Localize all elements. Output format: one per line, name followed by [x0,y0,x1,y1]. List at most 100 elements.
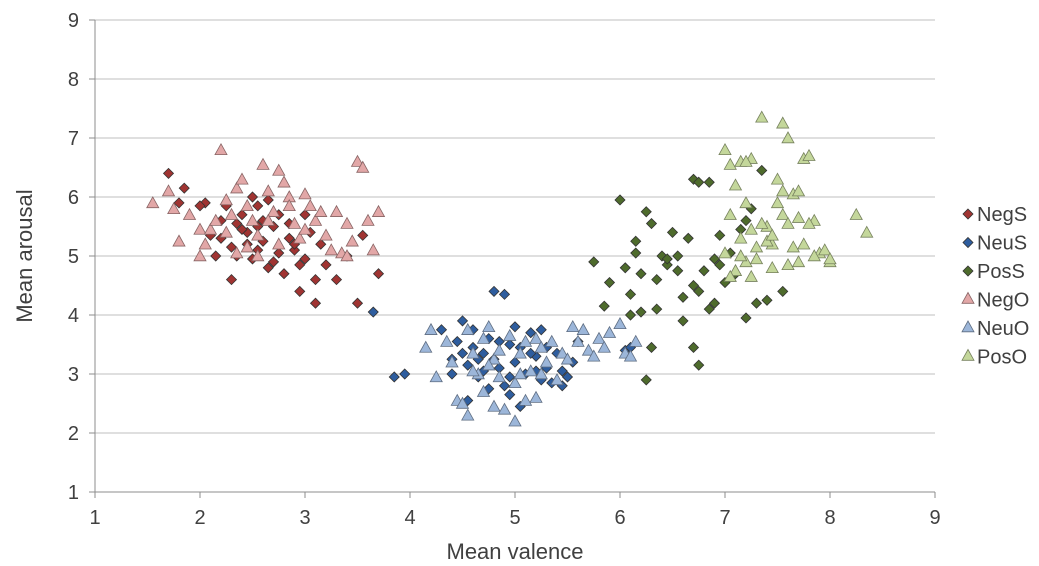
y-tick-label: 3 [68,364,79,386]
nego-point [167,201,181,215]
nego-point [272,237,286,250]
nego-point [282,199,296,212]
poss-point [714,229,726,241]
nego-point [324,243,338,256]
poso-point [823,252,837,265]
neuo-point [476,384,491,397]
negs-point [246,191,259,203]
nego-point [214,142,228,156]
poso-point [776,116,790,129]
nego-point [329,204,344,217]
neuo-point [597,340,611,353]
poss-point [588,256,600,268]
neuo-point [592,331,606,344]
nego-point [298,187,312,200]
poss-point [677,315,689,327]
neuo-point [497,402,512,415]
neuo-point [539,355,554,368]
nego-point [361,213,375,226]
neuo-point [429,370,443,383]
poss-point [708,297,721,309]
poso-point [723,157,737,170]
nego-point [272,163,286,176]
poso-point [744,222,758,235]
neuo-point [534,340,548,353]
nego-point [182,207,197,220]
poso-point [739,255,753,268]
neus-point [504,389,516,401]
x-tick-label: 9 [929,507,940,529]
neuo-point [508,414,522,427]
negs-point [178,182,190,194]
legend-marker [961,291,975,304]
nego-point [235,172,249,185]
nego-point [219,193,233,206]
poso-point [770,172,785,185]
neuo-point [487,352,501,365]
legend-item-neuo: NeuO [961,318,1029,340]
neus-point [504,338,516,351]
neuo-point [566,319,580,333]
neus-point [556,365,568,377]
poss-point [624,288,637,300]
negs-point [173,197,185,209]
nego-point [251,228,265,241]
poss-point [761,294,773,306]
y-tick-label: 6 [68,187,79,209]
poss-point [708,253,721,265]
legend-marker [961,320,975,333]
neuo-point [524,364,538,377]
x-tick-label: 3 [299,507,310,529]
poss-point [645,341,658,354]
poss-point [672,265,684,277]
nego-point [193,249,207,262]
poso-point [781,216,795,229]
poso-point [749,252,764,265]
neuo-point [508,376,522,389]
neuo-point [529,331,543,344]
legend-item-poso: PosO [961,347,1027,369]
negs-point [278,268,290,280]
poss-point [635,268,647,280]
nego-point [308,213,323,226]
x-tick-label: 4 [404,507,415,529]
negs-point [267,256,280,268]
negs-point [351,297,364,309]
poss-point [624,309,637,321]
negs-point [283,232,295,244]
poso-point [739,196,753,209]
neuo-point [513,346,527,359]
nego-point [240,240,254,253]
negs-point [330,274,343,286]
poso-point [749,240,764,253]
legend-label: PosS [977,261,1025,283]
x-tick-label: 5 [509,507,520,529]
y-axis-title: Mean arousal [12,189,37,322]
nego-point [209,213,223,226]
nego-point [224,207,239,220]
poss-point [630,247,642,259]
nego-point [371,204,386,217]
neuo-point [623,349,638,362]
poss-point [672,250,684,262]
nego-point [230,181,244,194]
tick-labels: 1 2 3 4 5 6 7 8 9 1 2 3 4 5 6 7 8 9 [68,10,941,529]
negs-point [194,200,206,212]
poso-point [723,269,737,282]
nego-point [287,216,302,229]
legend-label: NeuS [977,233,1027,255]
legend-item-nego: NegO [961,290,1029,312]
poss-point [682,232,694,244]
poss-point [640,374,652,386]
negs-point [288,244,301,256]
neus-point [399,368,411,380]
x-tick-label: 7 [719,507,730,529]
poss-point [740,215,752,227]
negs-point [372,268,385,280]
negs-point [273,247,285,259]
neuo-point [581,343,596,356]
neuo-point [482,358,496,371]
negs-point [357,229,369,241]
neuo-point [550,373,564,386]
